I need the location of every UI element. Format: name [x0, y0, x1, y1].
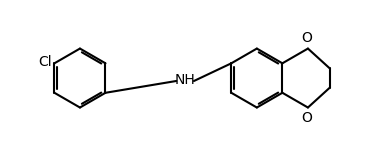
Text: Cl: Cl [38, 55, 52, 69]
Text: NH: NH [175, 73, 196, 87]
Text: O: O [301, 31, 312, 45]
Text: O: O [301, 111, 312, 125]
